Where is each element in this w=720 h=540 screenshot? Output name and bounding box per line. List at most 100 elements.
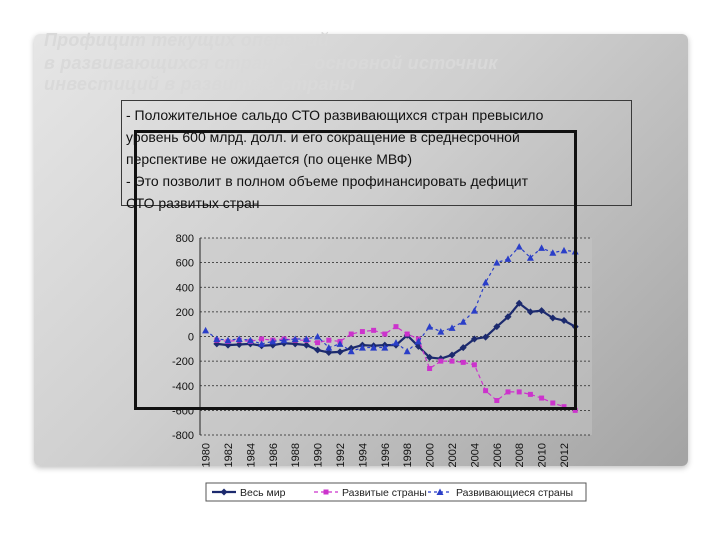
summary-line-2: уровень 600 млрд. долл. и его сокращение… (126, 129, 520, 145)
data-point (213, 335, 221, 342)
data-point (325, 344, 333, 351)
data-point (526, 308, 534, 316)
x-tick-label: 1984 (245, 443, 257, 467)
data-point (460, 359, 466, 365)
summary-textbox: - Положительное сальдо СТО развивающихся… (121, 100, 632, 211)
data-point (359, 329, 365, 335)
slide-title-line-3: инвестиций в развитые страны (44, 74, 356, 94)
x-tick-label: 2008 (514, 443, 526, 467)
x-tick-label: 2002 (447, 443, 459, 467)
x-tick-label: 1992 (335, 443, 347, 467)
x-tick-label: 2010 (537, 443, 549, 467)
chart-legend: Весь мир Развитые страны Развивающиеся стр… (205, 482, 587, 502)
data-point (348, 331, 354, 337)
data-point (392, 339, 400, 346)
data-point (280, 336, 288, 344)
data-point (470, 335, 478, 343)
legend-box (205, 482, 587, 502)
y-tick-label: -400 (172, 381, 194, 393)
data-point (393, 324, 399, 330)
data-point (483, 388, 489, 394)
data-point (560, 246, 568, 254)
data-point (259, 336, 265, 342)
data-point (235, 335, 243, 342)
data-point (414, 337, 422, 345)
x-tick-label: 1994 (357, 443, 369, 467)
y-tick-label: -200 (172, 356, 194, 368)
data-point (371, 327, 377, 333)
data-point (235, 341, 243, 349)
data-point (336, 340, 344, 347)
data-point (527, 391, 533, 397)
legend-label: Развивающиеся страны (456, 487, 573, 499)
data-point (561, 404, 567, 410)
data-point (326, 337, 332, 343)
data-point (470, 307, 478, 314)
data-point (539, 395, 545, 401)
data-point (370, 344, 378, 351)
data-point (302, 341, 310, 349)
data-point (382, 331, 388, 337)
y-tick-label: 200 (176, 307, 194, 319)
data-point (315, 340, 321, 346)
slide-background (34, 34, 688, 466)
data-point (516, 389, 522, 395)
data-point (504, 255, 512, 262)
y-tick-label: -800 (172, 430, 194, 442)
data-point (448, 324, 456, 331)
data-point (572, 407, 578, 413)
x-tick-label: 2006 (492, 443, 504, 467)
x-tick-label: 1986 (268, 443, 280, 467)
data-point (302, 335, 310, 342)
data-point (493, 323, 501, 331)
summary-line-4: - Это позволит в полном объеме профинанс… (126, 173, 529, 189)
summary-line-1: - Положительное сальдо СТО развивающихся… (126, 107, 544, 123)
data-point (482, 278, 490, 286)
y-tick-label: -600 (172, 405, 194, 417)
x-tick-label: 2004 (469, 443, 481, 467)
data-point (347, 347, 355, 355)
legend-marker (323, 489, 329, 495)
data-point (381, 344, 389, 351)
data-point (427, 366, 433, 372)
x-tick-label: 1988 (290, 443, 302, 467)
data-point (459, 344, 467, 352)
data-point (538, 307, 546, 315)
data-point (437, 328, 445, 335)
x-tick-label: 2012 (559, 443, 571, 467)
legend-marker (220, 488, 228, 496)
data-point (538, 244, 546, 251)
data-point (459, 318, 467, 325)
y-tick-label: 600 (176, 258, 194, 270)
data-point (549, 249, 557, 256)
data-point (358, 344, 366, 351)
data-point (449, 358, 455, 364)
data-point (403, 347, 411, 355)
data-point (515, 243, 523, 250)
data-point (336, 348, 344, 356)
legend-label: Весь мир (240, 487, 286, 499)
data-point (494, 398, 500, 404)
data-point (224, 336, 232, 344)
x-tick-label: 1990 (313, 443, 325, 467)
data-point (549, 314, 557, 322)
data-point (526, 254, 534, 261)
data-point (269, 337, 277, 345)
data-point (560, 316, 568, 324)
data-point (246, 336, 254, 344)
y-tick-label: 400 (176, 282, 194, 294)
legend-label: Развитые страны (342, 487, 427, 499)
legend-marker (436, 488, 444, 495)
data-point (325, 349, 333, 357)
data-point (493, 259, 501, 266)
data-point (426, 323, 434, 330)
data-point (448, 351, 456, 359)
data-point (438, 358, 444, 364)
summary-line-3: перспективе не ожидается (по оценке МВФ) (126, 151, 413, 167)
data-point (314, 333, 322, 340)
x-tick-label: 2000 (425, 443, 437, 467)
data-point (504, 313, 512, 321)
data-point (471, 362, 477, 368)
data-point (550, 400, 556, 406)
